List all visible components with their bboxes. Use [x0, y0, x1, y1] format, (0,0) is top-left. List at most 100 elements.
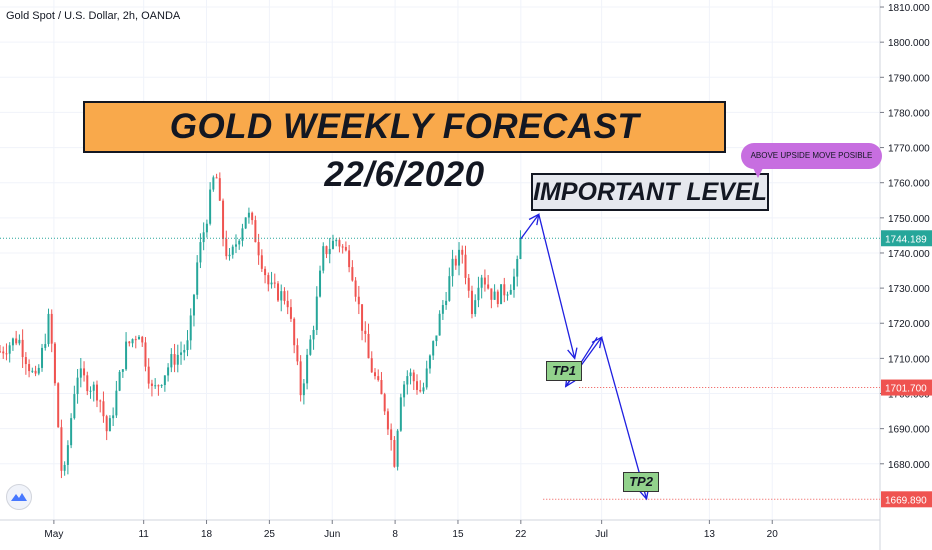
candle-body	[192, 294, 195, 316]
candle-body	[225, 238, 228, 257]
candle-body	[73, 394, 76, 419]
candle-body	[331, 240, 334, 249]
candle-body	[341, 246, 344, 248]
candle-body	[157, 385, 160, 387]
forecast-title: GOLD WEEKLY FORECAST 22/6/2020	[169, 107, 640, 194]
candle-body	[167, 367, 170, 376]
candle-body	[441, 305, 444, 314]
candle-body	[234, 244, 237, 247]
candle-body	[328, 248, 331, 255]
candle-body	[21, 339, 24, 358]
x-tick-label: 25	[264, 529, 276, 540]
x-tick-label: 15	[452, 529, 464, 540]
candle-body	[173, 354, 176, 365]
candle-body	[386, 411, 389, 430]
candle-body	[325, 246, 328, 255]
candle-body	[399, 397, 402, 431]
important-level-label: IMPORTANT LEVEL	[533, 178, 767, 206]
candle-body	[57, 383, 60, 428]
tradingview-logo-icon[interactable]	[6, 484, 32, 510]
candle-body	[141, 336, 144, 343]
candle-body	[461, 249, 464, 255]
tp2-box: TP2	[623, 472, 659, 492]
candle-body	[241, 228, 244, 241]
candle-body	[277, 283, 280, 301]
candle-body	[254, 220, 257, 243]
candle-body	[280, 291, 283, 301]
candle-body	[477, 287, 480, 301]
candle-body	[50, 313, 53, 344]
x-tick-label: Jun	[324, 529, 340, 540]
candle-body	[416, 381, 419, 390]
candle-body	[322, 246, 325, 271]
candle-body	[338, 240, 341, 247]
candle-body	[47, 313, 50, 345]
candle-body	[180, 352, 183, 355]
candle-body	[480, 277, 483, 288]
candle-body	[125, 341, 128, 370]
candle-body	[99, 400, 102, 402]
candle-body	[176, 354, 179, 365]
candle-body	[163, 375, 166, 386]
candle-body	[458, 249, 461, 266]
candle-body	[367, 333, 370, 359]
candle-body	[273, 282, 276, 284]
candle-body	[218, 178, 221, 201]
candle-body	[315, 296, 318, 330]
candle-body	[183, 350, 186, 353]
candle-body	[18, 339, 21, 344]
candle-body	[24, 357, 27, 365]
y-tick-label: 1790.000	[888, 73, 930, 84]
y-tick-label: 1710.000	[888, 354, 930, 365]
candle-body	[0, 351, 1, 353]
candle-body	[335, 240, 338, 242]
candle-body	[428, 355, 431, 369]
candle-body	[89, 390, 92, 392]
forecast-title-box: GOLD WEEKLY FORECAST 22/6/2020	[83, 101, 726, 194]
candle-body	[425, 368, 428, 388]
candle-body	[128, 341, 131, 344]
candle-body	[383, 394, 386, 412]
candle-body	[354, 280, 357, 297]
candle-body	[83, 368, 86, 376]
candle-body	[60, 427, 63, 471]
y-tick-label: 1780.000	[888, 108, 930, 119]
candle-body	[403, 384, 406, 398]
tp2-label: TP2	[629, 474, 653, 489]
candle-body	[212, 177, 215, 190]
candle-body	[160, 385, 163, 387]
forecast-arrow-line	[601, 337, 648, 500]
candle-body	[115, 390, 118, 416]
candle-body	[202, 232, 205, 243]
candle-body	[231, 246, 234, 255]
candle-body	[467, 277, 470, 291]
candle-body	[150, 383, 153, 386]
candle-body	[306, 354, 309, 384]
y-tick-label: 1770.000	[888, 144, 930, 155]
candle-body	[170, 354, 173, 368]
candle-body	[108, 418, 111, 432]
x-tick-label: Jul	[595, 529, 608, 540]
candle-body	[319, 270, 322, 297]
candle-body	[406, 376, 409, 385]
candle-body	[364, 330, 367, 334]
candle-body	[445, 300, 448, 306]
price-label: 1669.890	[885, 495, 927, 506]
price-label-bg	[881, 379, 932, 396]
candle-body	[470, 290, 473, 315]
candle-body	[31, 370, 34, 372]
x-tick-label: 11	[138, 529, 149, 540]
candle-body	[144, 342, 147, 367]
candle-body	[380, 380, 383, 395]
candle-body	[344, 246, 347, 251]
candle-body	[244, 217, 247, 229]
candle-body	[500, 284, 503, 305]
candle-body	[464, 254, 467, 278]
candle-body	[228, 254, 231, 257]
candle-body	[493, 291, 496, 300]
candle-body	[509, 289, 512, 295]
x-tick-label: 22	[515, 529, 527, 540]
y-tick-label: 1810.000	[888, 3, 930, 14]
candle-body	[357, 296, 360, 305]
